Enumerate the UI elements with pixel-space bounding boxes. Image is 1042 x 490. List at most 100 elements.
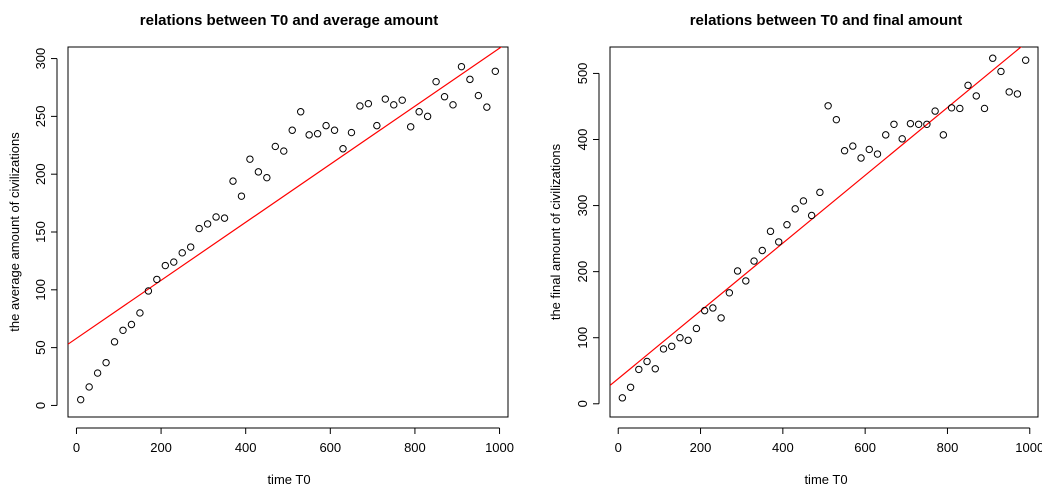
data-point xyxy=(93,369,102,377)
data-point xyxy=(102,358,110,367)
data-point xyxy=(254,168,263,176)
data-point xyxy=(364,99,373,108)
data-point xyxy=(246,155,254,163)
data-point xyxy=(153,275,161,284)
fit-line xyxy=(610,47,1022,386)
data-point xyxy=(626,383,635,391)
y-tick-label: 250 xyxy=(33,106,48,128)
data-point xyxy=(491,67,500,75)
data-point xyxy=(1013,90,1022,98)
data-point xyxy=(890,120,898,129)
data-point xyxy=(339,145,347,153)
data-point xyxy=(85,383,93,391)
x-tick-label: 800 xyxy=(937,440,959,455)
data-point xyxy=(898,135,906,143)
data-point xyxy=(668,342,676,351)
x-tick-label: 1000 xyxy=(485,440,514,455)
y-axis-label: the final amount of civilizations xyxy=(548,143,563,320)
data-point xyxy=(865,145,873,154)
data-point xyxy=(170,258,178,266)
data-point xyxy=(766,227,775,236)
y-axis: 0 100 200 300 400 500 xyxy=(575,63,600,407)
data-point xyxy=(119,326,127,334)
data-point xyxy=(783,221,791,229)
data-point xyxy=(700,306,709,315)
y-tick-label: 100 xyxy=(33,279,48,301)
data-point xyxy=(873,150,882,158)
data-point xyxy=(76,395,85,404)
data-point xyxy=(186,243,195,251)
y-tick-label: 0 xyxy=(33,402,48,409)
data-point xyxy=(791,205,799,213)
data-point xyxy=(296,108,305,116)
data-point xyxy=(692,324,701,333)
data-points xyxy=(618,54,1030,402)
x-tick-label: 200 xyxy=(150,440,172,455)
data-point xyxy=(775,238,783,246)
data-point xyxy=(956,104,964,113)
x-axis: 0 200 400 600 800 1000 xyxy=(615,427,1042,455)
y-tick-label: 50 xyxy=(33,340,48,354)
data-point xyxy=(373,121,381,130)
data-point xyxy=(659,345,668,353)
x-tick-label: 0 xyxy=(73,440,80,455)
fit-line xyxy=(68,47,503,345)
data-point xyxy=(758,246,766,255)
y-tick-label: 400 xyxy=(575,129,590,151)
data-point xyxy=(906,119,915,128)
data-point xyxy=(457,62,466,71)
data-point xyxy=(824,102,832,110)
data-point xyxy=(733,267,742,275)
x-tick-label: 400 xyxy=(772,440,794,455)
data-point xyxy=(136,309,144,317)
data-point xyxy=(857,154,865,162)
data-point xyxy=(474,91,483,100)
data-point xyxy=(643,357,651,366)
data-point xyxy=(263,173,271,182)
x-tick-label: 600 xyxy=(319,440,341,455)
data-point xyxy=(127,320,136,329)
data-point xyxy=(161,261,170,270)
x-tick-label: 600 xyxy=(854,440,876,455)
data-point xyxy=(939,131,948,139)
data-point xyxy=(280,147,288,155)
data-point xyxy=(989,54,997,62)
data-point xyxy=(799,197,808,205)
data-point xyxy=(947,104,956,112)
data-point xyxy=(415,108,423,116)
data-point xyxy=(398,96,406,104)
chart-title: relations between T0 and average amount xyxy=(140,12,438,29)
y-tick-label: 500 xyxy=(575,63,590,85)
data-point xyxy=(980,104,989,113)
data-point xyxy=(144,287,153,295)
data-point xyxy=(178,249,186,257)
chart-average-amount: relations between T0 and average amount … xyxy=(7,12,514,487)
data-point xyxy=(466,75,474,84)
data-point xyxy=(288,126,296,134)
data-point xyxy=(914,120,923,129)
data-point xyxy=(432,77,440,86)
data-point xyxy=(882,131,890,139)
data-point xyxy=(229,177,237,185)
chart-final-amount: relations between T0 and final amount 0 2… xyxy=(548,12,1042,487)
data-point xyxy=(449,101,457,109)
data-points xyxy=(76,62,500,404)
x-tick-label: 0 xyxy=(615,440,622,455)
data-point xyxy=(676,334,684,342)
data-point xyxy=(356,102,364,110)
plot-box xyxy=(609,46,1039,418)
data-point xyxy=(237,192,246,200)
y-tick-label: 150 xyxy=(33,221,48,243)
data-point xyxy=(406,123,415,131)
data-point xyxy=(220,214,229,222)
y-tick-label: 100 xyxy=(575,327,590,349)
data-point xyxy=(390,101,398,109)
y-tick-label: 300 xyxy=(575,195,590,217)
data-point xyxy=(840,147,849,155)
data-point xyxy=(923,120,931,129)
data-point xyxy=(742,277,750,285)
data-point xyxy=(212,213,220,221)
x-tick-label: 800 xyxy=(404,440,426,455)
data-point xyxy=(832,115,841,124)
data-point xyxy=(709,304,717,312)
